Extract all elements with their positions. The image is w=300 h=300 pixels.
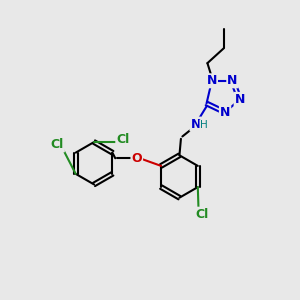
Text: Cl: Cl	[116, 133, 130, 146]
Text: O: O	[131, 152, 142, 165]
Text: Cl: Cl	[195, 208, 208, 221]
Text: N: N	[220, 106, 230, 119]
Text: N: N	[227, 74, 238, 87]
Text: H: H	[200, 120, 208, 130]
Text: N: N	[207, 74, 217, 87]
Text: Cl: Cl	[51, 139, 64, 152]
Text: N: N	[235, 93, 245, 106]
Text: N: N	[190, 118, 201, 130]
